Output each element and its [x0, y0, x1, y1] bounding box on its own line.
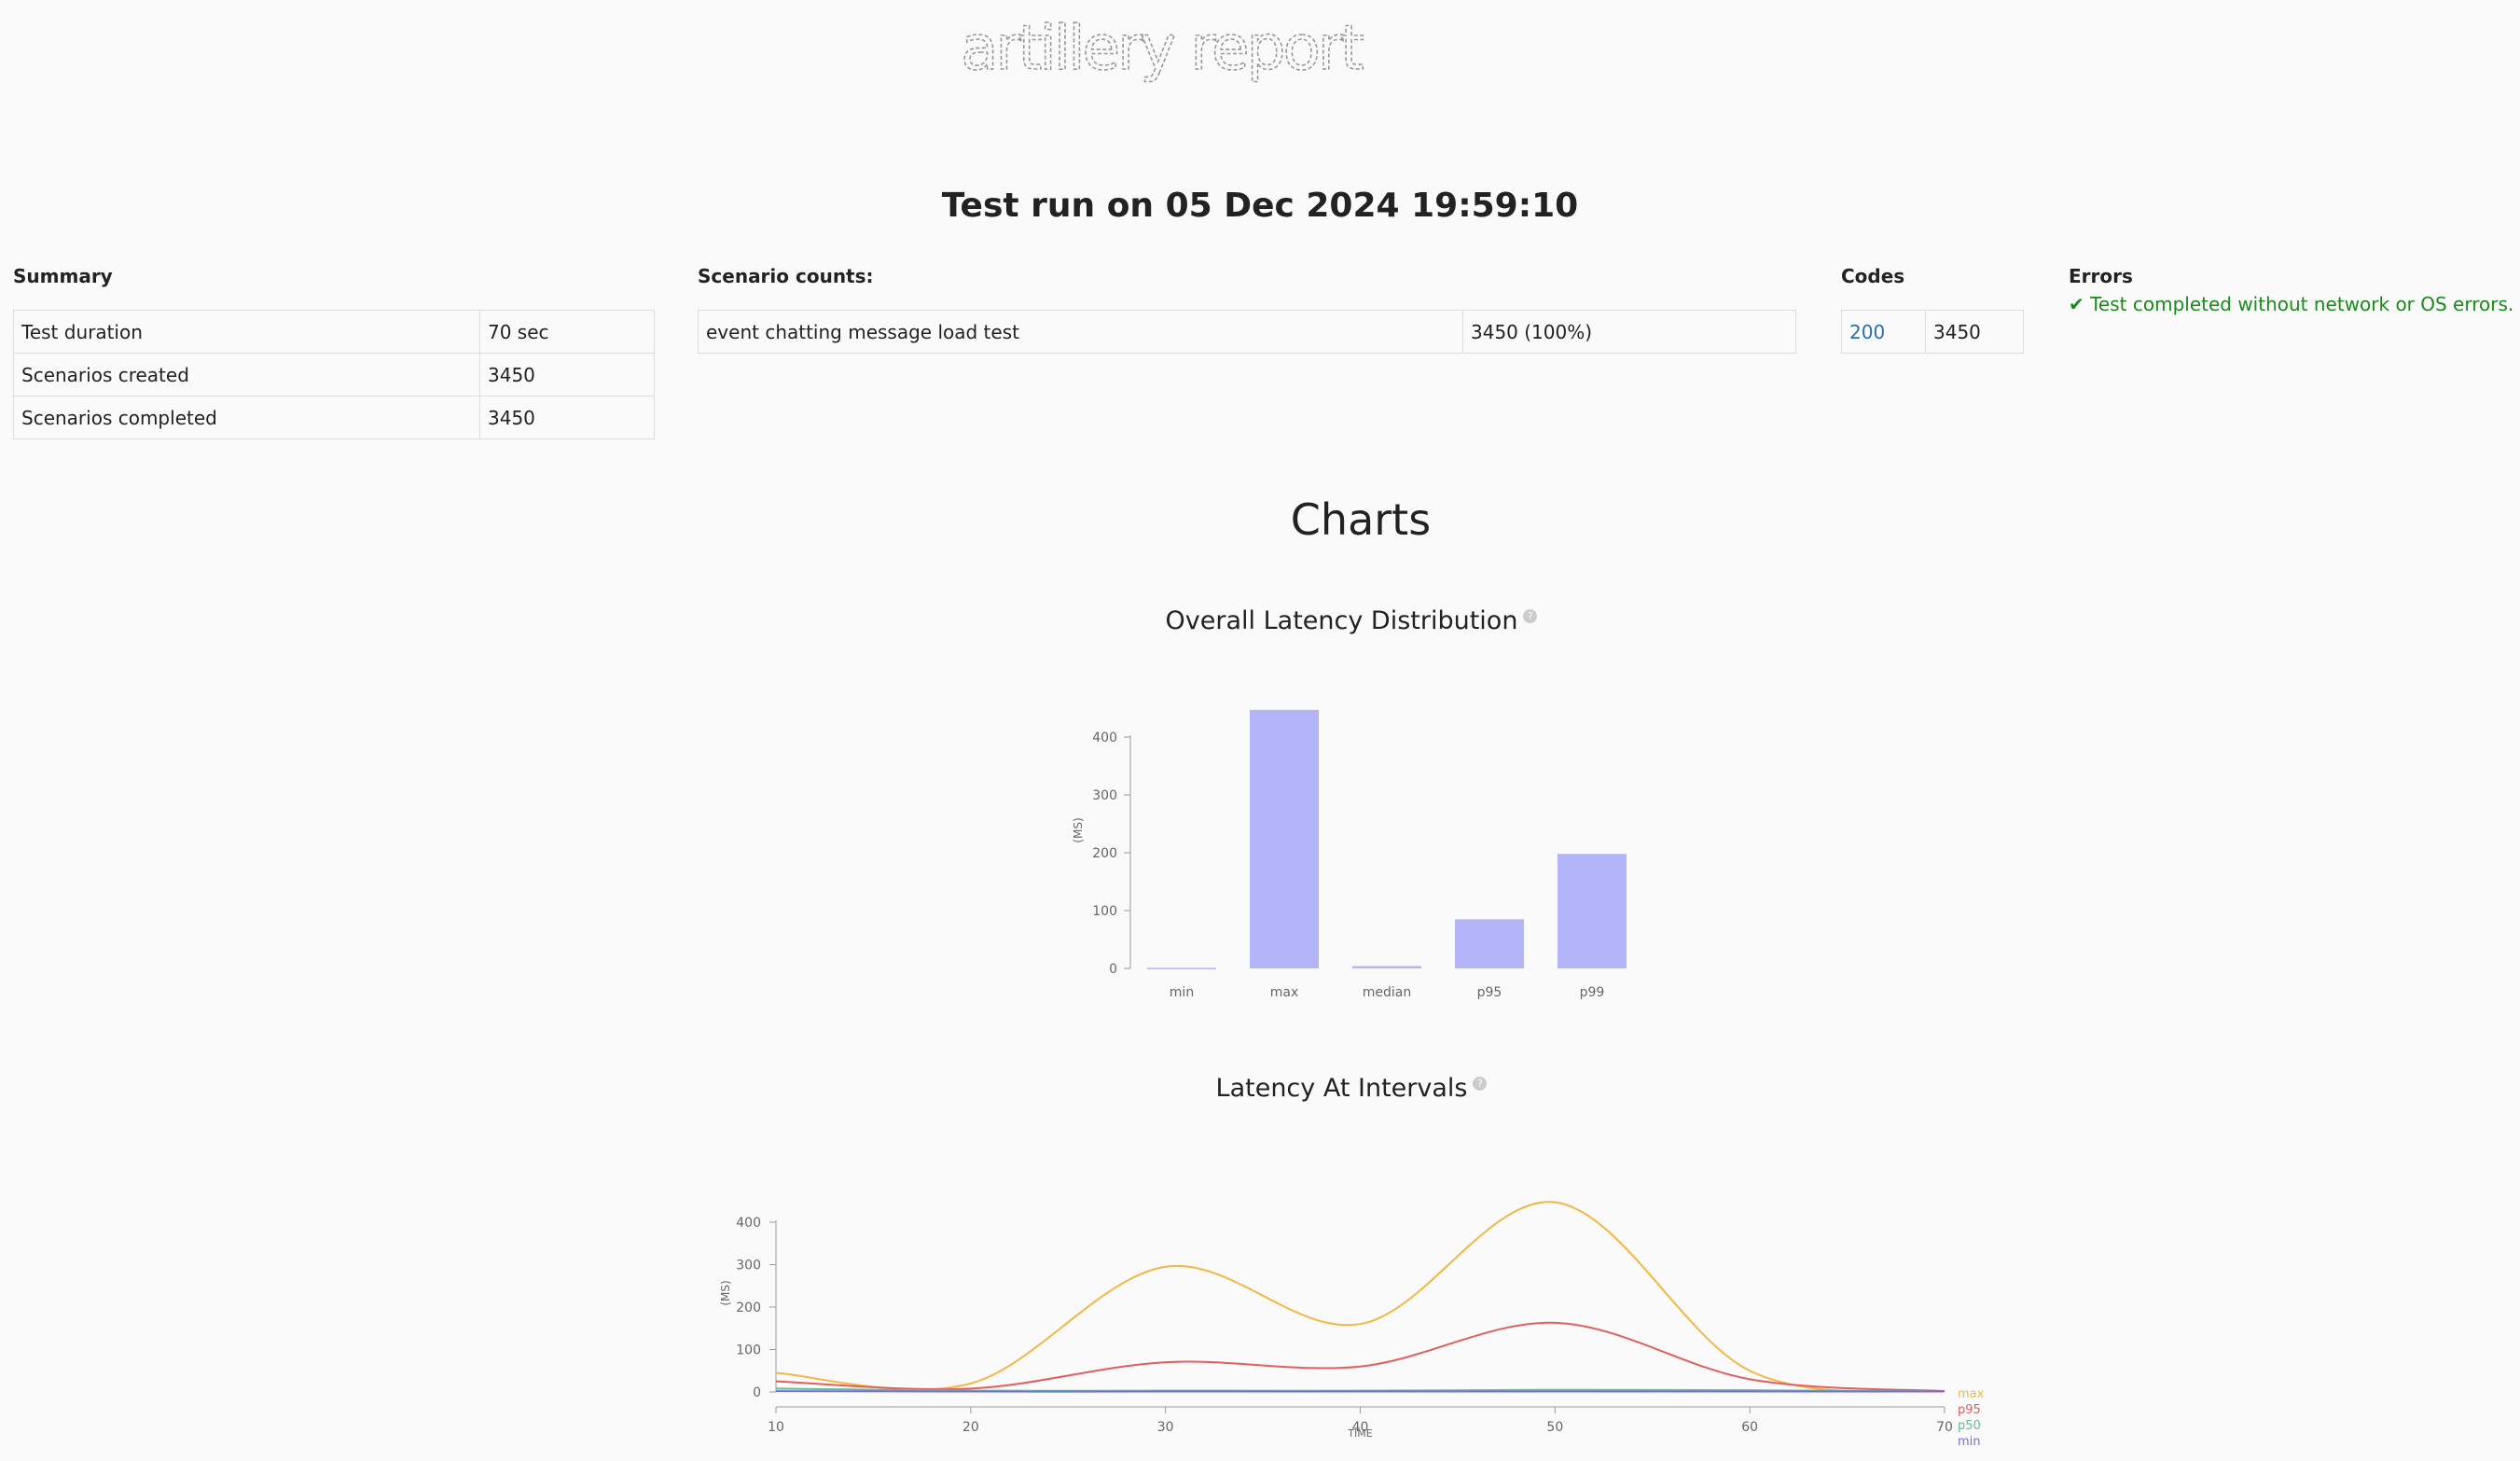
x-tick-label: 50	[1546, 1420, 1563, 1435]
summary-value: 70 sec	[479, 310, 655, 354]
latency-distribution-title-text: Overall Latency Distribution	[1165, 606, 1518, 635]
x-axis-label: TIME	[1347, 1427, 1372, 1440]
scenario-counts-title: Scenario counts:	[698, 265, 874, 287]
latency-intervals-title: Latency At Intervals?	[0, 1074, 2520, 1103]
latency-intervals-title-text: Latency At Intervals	[1215, 1074, 1468, 1103]
table-row: Test duration 70 sec	[13, 310, 655, 354]
x-tick-label: p99	[1580, 985, 1605, 1000]
y-axis-label: (MS)	[1072, 817, 1085, 842]
summary-value: 3450	[479, 353, 655, 397]
y-tick-label: 0	[753, 1385, 761, 1400]
y-tick-label: 100	[736, 1343, 761, 1358]
summary-label: Scenarios created	[13, 353, 480, 397]
legend-p95: p95	[1958, 1403, 1981, 1417]
legend-min: min	[1958, 1435, 1981, 1449]
y-tick-label: 300	[1092, 788, 1117, 803]
codes-title: Codes	[1841, 265, 1905, 287]
y-tick-label: 300	[736, 1259, 761, 1273]
x-tick-label: 30	[1157, 1420, 1174, 1435]
logo-text: artillery report	[961, 12, 1364, 84]
summary-title: Summary	[13, 265, 113, 287]
errors-message: ✔ Test completed without network or OS e…	[2069, 293, 2514, 315]
legend-p50: p50	[1958, 1419, 1981, 1433]
charts-heading: Charts	[1290, 494, 1432, 545]
table-row: Scenarios created 3450	[13, 353, 655, 397]
summary-value: 3450	[479, 396, 655, 439]
errors-title: Errors	[2069, 265, 2133, 287]
help-icon[interactable]: ?	[1523, 609, 1538, 623]
scenario-counts-table: event chatting message load test 3450 (1…	[698, 310, 1796, 354]
bar-max	[1250, 709, 1319, 968]
status-code-link[interactable]: 200	[1849, 320, 1886, 343]
artillery-logo: artillery report	[960, 11, 1367, 85]
table-row: Scenarios completed 3450	[13, 396, 655, 439]
latency-intervals-chart: 0 100 200 300 400 (MS) 10 20 30 40 50 60 70 TIME max p9…	[719, 1201, 1985, 1449]
summary-table: Test duration 70 sec Scenarios created 3…	[13, 310, 655, 439]
x-tick-label: 60	[1741, 1420, 1758, 1435]
codes-table: 200 3450	[1841, 310, 2024, 354]
scenario-value: 3450 (100%)	[1462, 310, 1796, 354]
y-tick-label: 400	[1092, 730, 1117, 745]
y-axis-label: (MS)	[719, 1280, 732, 1305]
scenario-label: event chatting message load test	[698, 310, 1463, 354]
series-line-max	[775, 1201, 1945, 1393]
help-icon[interactable]: ?	[1473, 1077, 1488, 1091]
y-tick-label: 100	[1092, 904, 1117, 919]
table-row: 200 3450	[1841, 310, 2024, 354]
page-title: Test run on 05 Dec 2024 19:59:10	[941, 187, 1579, 225]
x-tick-label: 20	[962, 1420, 979, 1435]
series-line-p95	[775, 1321, 1945, 1393]
summary-label: Scenarios completed	[13, 396, 480, 439]
bar-min	[1147, 967, 1216, 969]
x-tick-label: 70	[1936, 1420, 1953, 1435]
x-tick-label: 10	[768, 1420, 784, 1435]
x-tick-label: 40	[1352, 1420, 1369, 1435]
y-tick-label: 0	[1109, 962, 1117, 977]
bar-median	[1352, 966, 1421, 968]
x-tick-label: p95	[1477, 985, 1502, 1000]
summary-label: Test duration	[13, 310, 480, 354]
x-tick-label: min	[1170, 985, 1194, 1000]
legend-max: max	[1958, 1387, 1985, 1401]
code-count: 3450	[1925, 310, 2024, 354]
y-tick-label: 200	[1092, 846, 1117, 861]
y-tick-label: 400	[736, 1216, 761, 1231]
bar-p99	[1558, 854, 1627, 968]
x-tick-label: max	[1270, 985, 1299, 1000]
x-tick-label: median	[1363, 985, 1411, 1000]
latency-distribution-title: Overall Latency Distribution?	[0, 606, 2520, 635]
table-row: event chatting message load test 3450 (1…	[698, 310, 1796, 354]
latency-distribution-chart: 0 100 200 300 400 (MS) min max median p95 p99	[1072, 709, 1627, 1000]
y-tick-label: 200	[736, 1301, 761, 1315]
bar-p95	[1455, 919, 1524, 968]
